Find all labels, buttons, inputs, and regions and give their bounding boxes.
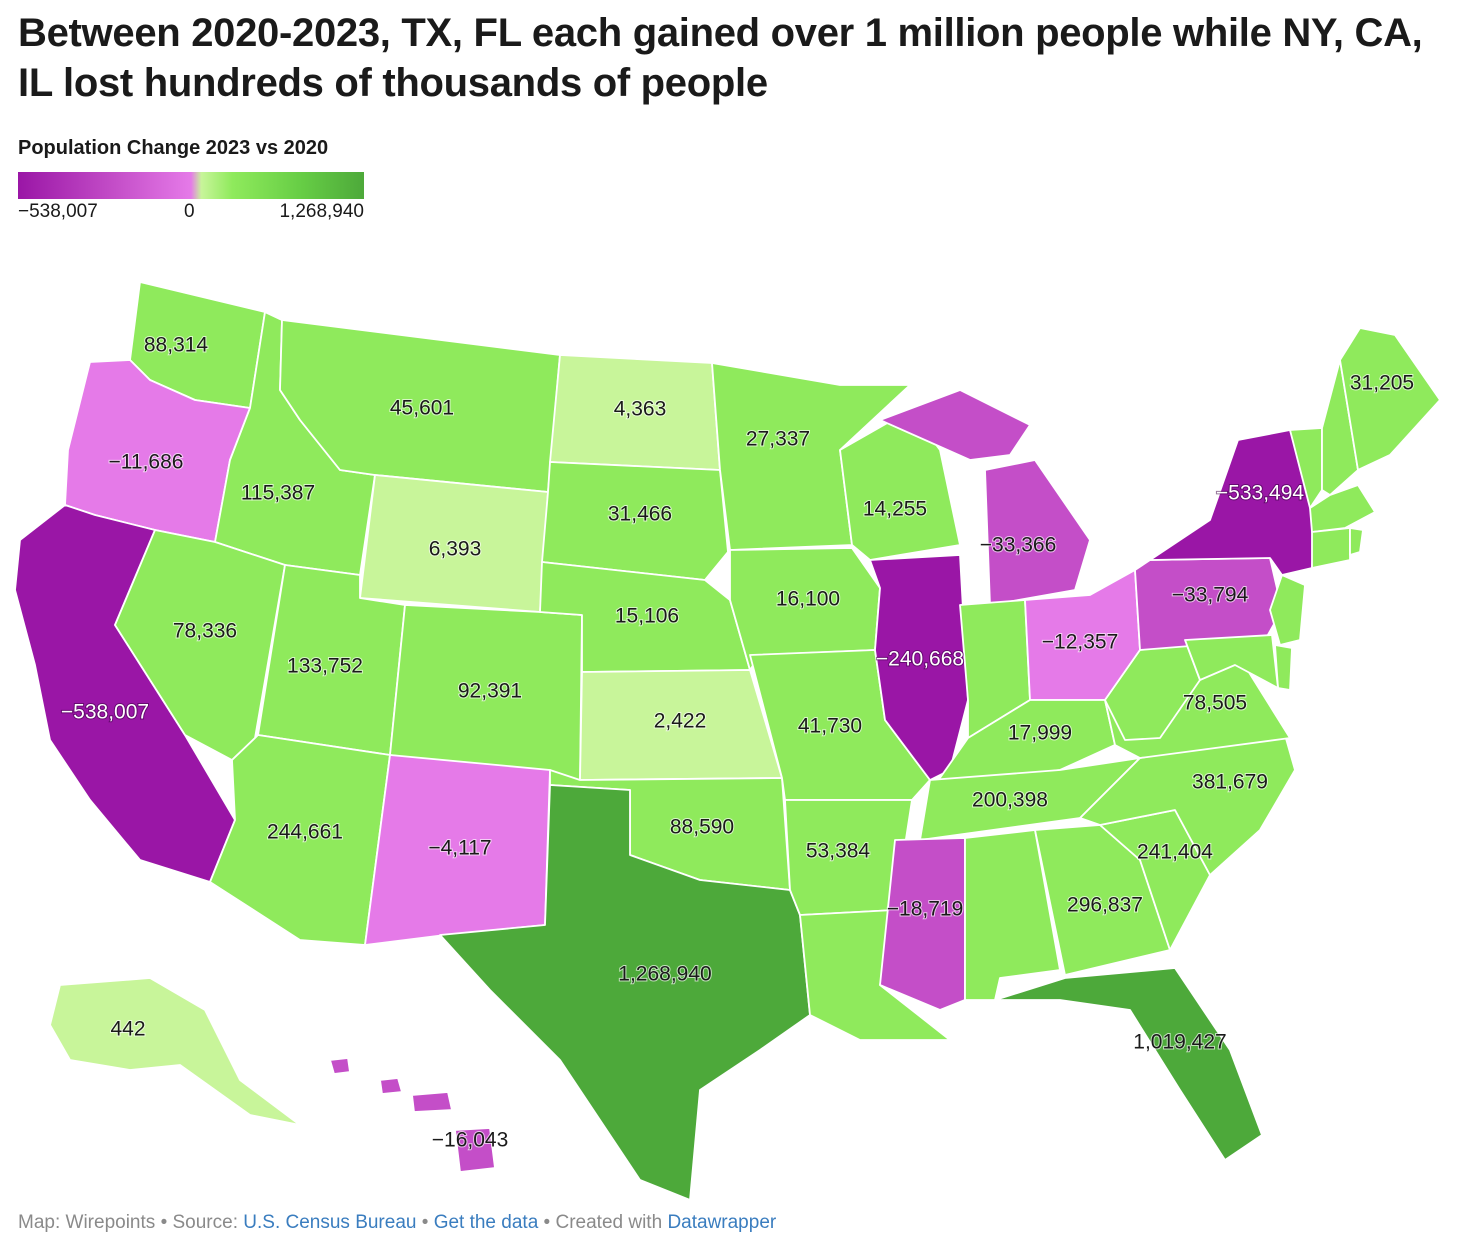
footer-separator: • xyxy=(543,1212,551,1233)
state-label-me: 31,205 xyxy=(1350,372,1414,395)
state-shapes xyxy=(14,281,1441,1200)
state-md[interactable] xyxy=(1184,634,1279,689)
state-label-hi: −16,043 xyxy=(432,1129,509,1152)
state-label-ar: 53,384 xyxy=(806,840,871,863)
state-label-oh: −12,357 xyxy=(1042,631,1119,654)
state-me[interactable] xyxy=(1339,327,1441,471)
state-label-ak: 442 xyxy=(110,1018,145,1041)
state-label-wi: 14,255 xyxy=(863,498,927,521)
state-label-mi: −33,366 xyxy=(980,534,1057,557)
state-label-ga: 296,837 xyxy=(1067,894,1143,917)
state-label-nv: 78,336 xyxy=(173,620,237,643)
map-title: Between 2020-2023, TX, FL each gained ov… xyxy=(18,11,1423,105)
datawrapper-link[interactable]: Datawrapper xyxy=(667,1212,777,1233)
state-label-va: 78,505 xyxy=(1183,692,1247,715)
state-mi[interactable] xyxy=(879,389,1091,606)
state-ri[interactable] xyxy=(1349,527,1364,556)
state-label-sc: 241,404 xyxy=(1137,841,1213,864)
state-label-mo: 41,730 xyxy=(798,715,862,738)
state-label-ok: 88,590 xyxy=(670,816,734,839)
legend-gradient-bar xyxy=(18,172,364,199)
state-label-mn: 27,337 xyxy=(746,428,810,451)
state-label-or: −11,686 xyxy=(109,451,184,474)
map-credit: Map: Wirepoints xyxy=(18,1212,156,1233)
state-ak[interactable] xyxy=(49,977,301,1126)
state-label-wy: 6,393 xyxy=(429,538,482,561)
state-label-tn: 200,398 xyxy=(972,789,1048,812)
state-nh[interactable] xyxy=(1321,359,1359,496)
state-label-nm: −4,117 xyxy=(428,837,491,860)
legend-title: Population Change 2023 vs 2020 xyxy=(18,137,329,159)
state-tx[interactable] xyxy=(439,784,811,1200)
color-legend: Population Change 2023 vs 2020 −538,007 … xyxy=(18,134,378,225)
legend-labels: −538,007 0 1,268,940 xyxy=(18,201,364,225)
state-label-ks: 2,422 xyxy=(654,710,707,733)
state-label-fl: 1,019,427 xyxy=(1133,1031,1226,1054)
state-label-pa: −33,794 xyxy=(1172,584,1249,607)
state-nj[interactable] xyxy=(1269,574,1306,646)
legend-max-label: 1,268,940 xyxy=(279,201,364,222)
state-ct[interactable] xyxy=(1311,527,1351,569)
state-label-ms: −18,719 xyxy=(887,898,964,921)
footer-separator: • xyxy=(421,1212,429,1233)
footer-credits: Map: Wirepoints • Source: U.S. Census Bu… xyxy=(18,1212,776,1234)
state-fl[interactable] xyxy=(994,967,1263,1161)
us-state-map: 88,314 −11,686 −538,007 115,387 78,336 45,601… xyxy=(14,281,1441,1200)
state-label-ut: 133,752 xyxy=(287,655,363,678)
source-link[interactable]: U.S. Census Bureau xyxy=(243,1212,417,1233)
state-label-wa: 88,314 xyxy=(144,334,209,357)
state-label-id: 115,387 xyxy=(241,482,315,505)
source-prefix: Source: xyxy=(172,1212,238,1233)
state-label-tx: 1,268,940 xyxy=(618,963,711,986)
state-label-ne: 15,106 xyxy=(615,605,679,628)
state-label-ky: 17,999 xyxy=(1008,722,1072,745)
legend-min-label: −538,007 xyxy=(18,201,98,222)
state-label-sd: 31,466 xyxy=(608,503,672,526)
state-label-il: −240,668 xyxy=(876,648,964,671)
state-label-ia: 16,100 xyxy=(776,588,840,611)
state-nc[interactable] xyxy=(1079,734,1296,876)
state-label-nc: 381,679 xyxy=(1192,771,1268,794)
get-data-link[interactable]: Get the data xyxy=(433,1212,539,1233)
state-label-nd: 4,363 xyxy=(614,398,667,421)
state-ms[interactable] xyxy=(879,837,966,1011)
state-labels: 88,314 −11,686 −538,007 115,387 78,336 45,601… xyxy=(60,333,1415,1153)
footer-separator: • xyxy=(160,1212,168,1233)
state-label-ca: −538,007 xyxy=(61,701,149,724)
state-hi[interactable] xyxy=(329,1057,496,1173)
legend-zero-label: 0 xyxy=(184,201,195,222)
state-label-az: 244,661 xyxy=(267,821,343,844)
state-label-ny: −533,494 xyxy=(1216,482,1304,505)
state-label-mt: 45,601 xyxy=(390,397,454,420)
state-label-co: 92,391 xyxy=(458,680,522,703)
created-with-prefix: Created with xyxy=(555,1212,663,1233)
